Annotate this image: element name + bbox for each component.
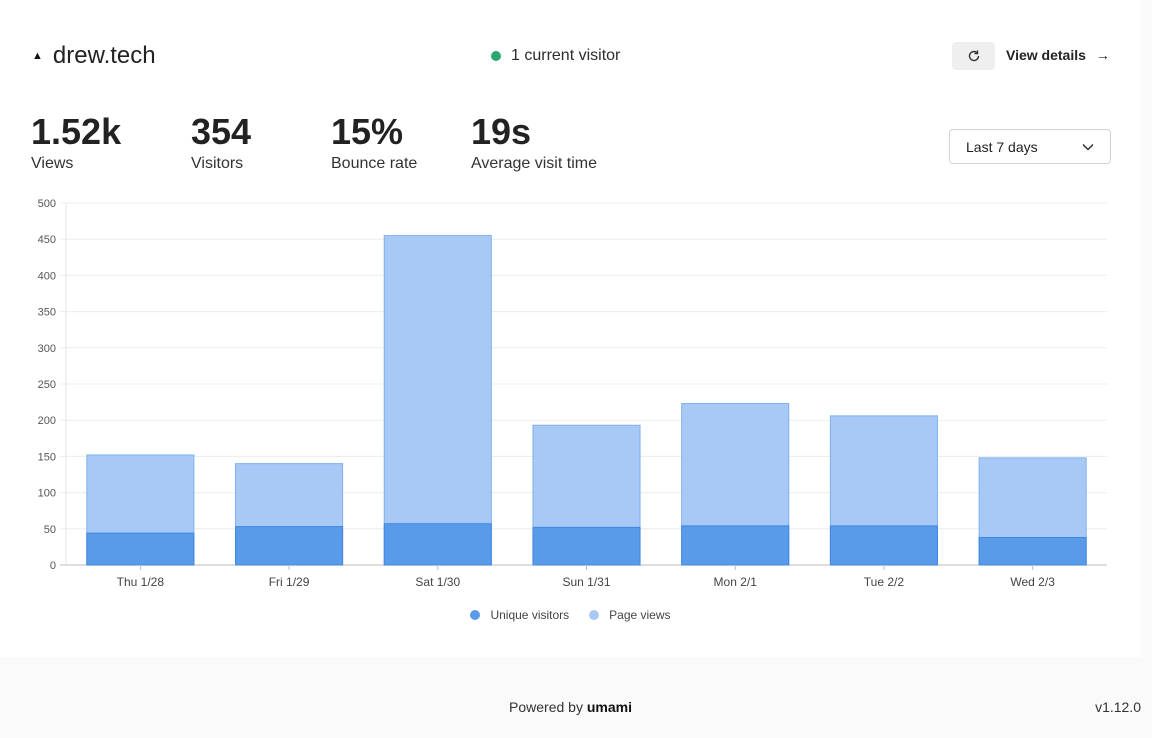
x-tick-label: Wed 2/3 — [1010, 575, 1055, 589]
bar-unique-visitors[interactable] — [532, 526, 641, 566]
bar-unique-visitors[interactable] — [681, 525, 790, 566]
chart-legend: Unique visitors Page views — [0, 608, 1141, 622]
umami-link[interactable]: umami — [586, 699, 632, 715]
legend-swatch — [470, 610, 481, 620]
x-tick-label: Sat 1/30 — [415, 575, 460, 589]
legend-swatch — [589, 610, 600, 620]
metric-value: 19s — [471, 111, 532, 152]
date-range-select[interactable]: Last 7 days — [949, 129, 1111, 164]
y-tick-label: 100 — [38, 488, 56, 500]
y-tick-label: 150 — [38, 451, 56, 463]
metric-label: Average visit time — [471, 155, 597, 172]
view-details-label: View details — [1006, 47, 1086, 63]
site-header: ▲ drew.tech — [32, 42, 156, 70]
metric-bounce-rate: 15% Bounce rate — [331, 112, 417, 173]
bar-unique-visitors[interactable] — [86, 532, 195, 566]
status-dot — [491, 51, 501, 61]
powered-by-text: Powered by — [509, 699, 583, 715]
metric-average-visit-time: 19s Average visit time — [471, 112, 597, 173]
website-card: ▲ drew.tech 1 current visitor View detai… — [0, 42, 1141, 622]
refresh-icon — [968, 50, 979, 62]
metric-label: Bounce rate — [331, 155, 418, 172]
x-tick-label: Sun 1/31 — [562, 575, 610, 589]
bar-page-views[interactable] — [383, 235, 492, 566]
pageviews-chart: 0 50 100 150 200 250 300 350 400 450 500 Thu 1/28 Fr… — [38, 198, 1107, 589]
y-tick-label: 450 — [38, 234, 56, 246]
metric-value: 15% — [331, 111, 404, 152]
view-details-link[interactable]: View details → — [1006, 47, 1110, 63]
y-tick-label: 300 — [38, 343, 56, 355]
y-tick-label: 250 — [38, 379, 56, 391]
x-tick-label: Thu 1/28 — [117, 575, 165, 589]
chevron-down-icon — [1082, 143, 1094, 151]
date-range-value: Last 7 days — [966, 138, 1038, 155]
metric-label: Views — [31, 155, 74, 172]
legend-label: Unique visitors — [490, 608, 570, 622]
x-tick-label: Fri 1/29 — [269, 575, 310, 589]
current-visitors: 1 current visitor — [491, 47, 620, 65]
triangle-icon: ▲ — [32, 50, 43, 62]
version-label: v1.12.0 — [1095, 699, 1141, 715]
refresh-button[interactable] — [952, 42, 995, 70]
metric-value: 1.52k — [31, 111, 122, 152]
legend-item-page-views[interactable]: Page views — [589, 608, 671, 622]
bar-unique-visitors[interactable] — [383, 523, 492, 566]
y-tick-label: 200 — [38, 415, 56, 427]
legend-item-unique-visitors[interactable]: Unique visitors — [470, 608, 569, 622]
footer: Powered by umami — [0, 699, 1141, 715]
y-tick-label: 500 — [38, 198, 56, 210]
bar-unique-visitors[interactable] — [978, 536, 1087, 566]
x-tick-label: Mon 2/1 — [714, 575, 758, 589]
site-name[interactable]: drew.tech — [52, 42, 156, 69]
metric-label: Visitors — [191, 155, 244, 172]
x-tick-label: Tue 2/2 — [864, 575, 905, 589]
metric-visitors: 354 Visitors — [191, 112, 251, 173]
metric-views: 1.52k Views — [31, 112, 121, 173]
y-tick-label: 400 — [38, 270, 56, 282]
metric-value: 354 — [191, 111, 252, 152]
bar-unique-visitors[interactable] — [235, 526, 344, 566]
y-tick-label: 50 — [44, 524, 56, 536]
bar-unique-visitors[interactable] — [829, 525, 938, 566]
legend-label: Page views — [609, 608, 671, 622]
current-visitors-label: 1 current visitor — [511, 47, 621, 64]
y-tick-label: 350 — [38, 307, 56, 319]
y-tick-label: 0 — [50, 560, 56, 572]
arrow-right-icon: → — [1095, 47, 1110, 63]
